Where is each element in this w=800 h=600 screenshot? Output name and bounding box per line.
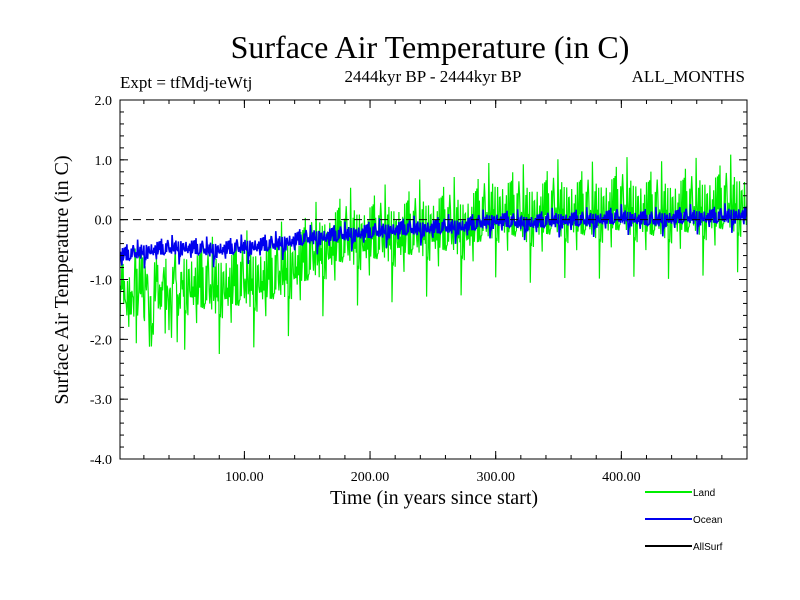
y-tick-label: 1.0 (95, 154, 113, 169)
period-label: 2444kyr BP - 2444kyr BP (345, 67, 522, 86)
legend: Land Ocean AllSurf (645, 488, 723, 553)
x-tick-label: 300.00 (476, 470, 515, 485)
y-tick-label: 2.0 (95, 94, 113, 109)
x-tick-label: 400.00 (602, 470, 641, 485)
y-tick-label: -1.0 (90, 274, 112, 289)
y-tick-label: -3.0 (90, 393, 112, 408)
y-tick-label: -2.0 (90, 333, 112, 348)
y-tick-label: -4.0 (90, 453, 112, 468)
y-axis: -4.0 -3.0 -2.0 -1.0 0.0 1.0 2.0 (90, 94, 747, 468)
x-axis: 100.00 200.00 300.00 400.00 (143, 100, 748, 485)
legend-label-ocean: Ocean (693, 515, 722, 526)
months-label: ALL_MONTHS (632, 67, 745, 86)
series-layer (120, 154, 747, 355)
chart-title: Surface Air Temperature (in C) (231, 29, 630, 65)
legend-label-allsurf: AllSurf (693, 542, 723, 553)
x-tick-label: 100.00 (225, 470, 264, 485)
series-line-land (120, 154, 747, 355)
y-tick-label: 0.0 (95, 214, 113, 229)
y-axis-label: Surface Air Temperature (in C) (51, 155, 73, 404)
experiment-label: Expt = tfMdj-teWtj (120, 73, 252, 92)
legend-label-land: Land (693, 488, 715, 499)
x-tick-label: 200.00 (351, 470, 390, 485)
series-line-ocean (120, 203, 747, 269)
x-axis-label: Time (in years since start) (330, 487, 538, 509)
